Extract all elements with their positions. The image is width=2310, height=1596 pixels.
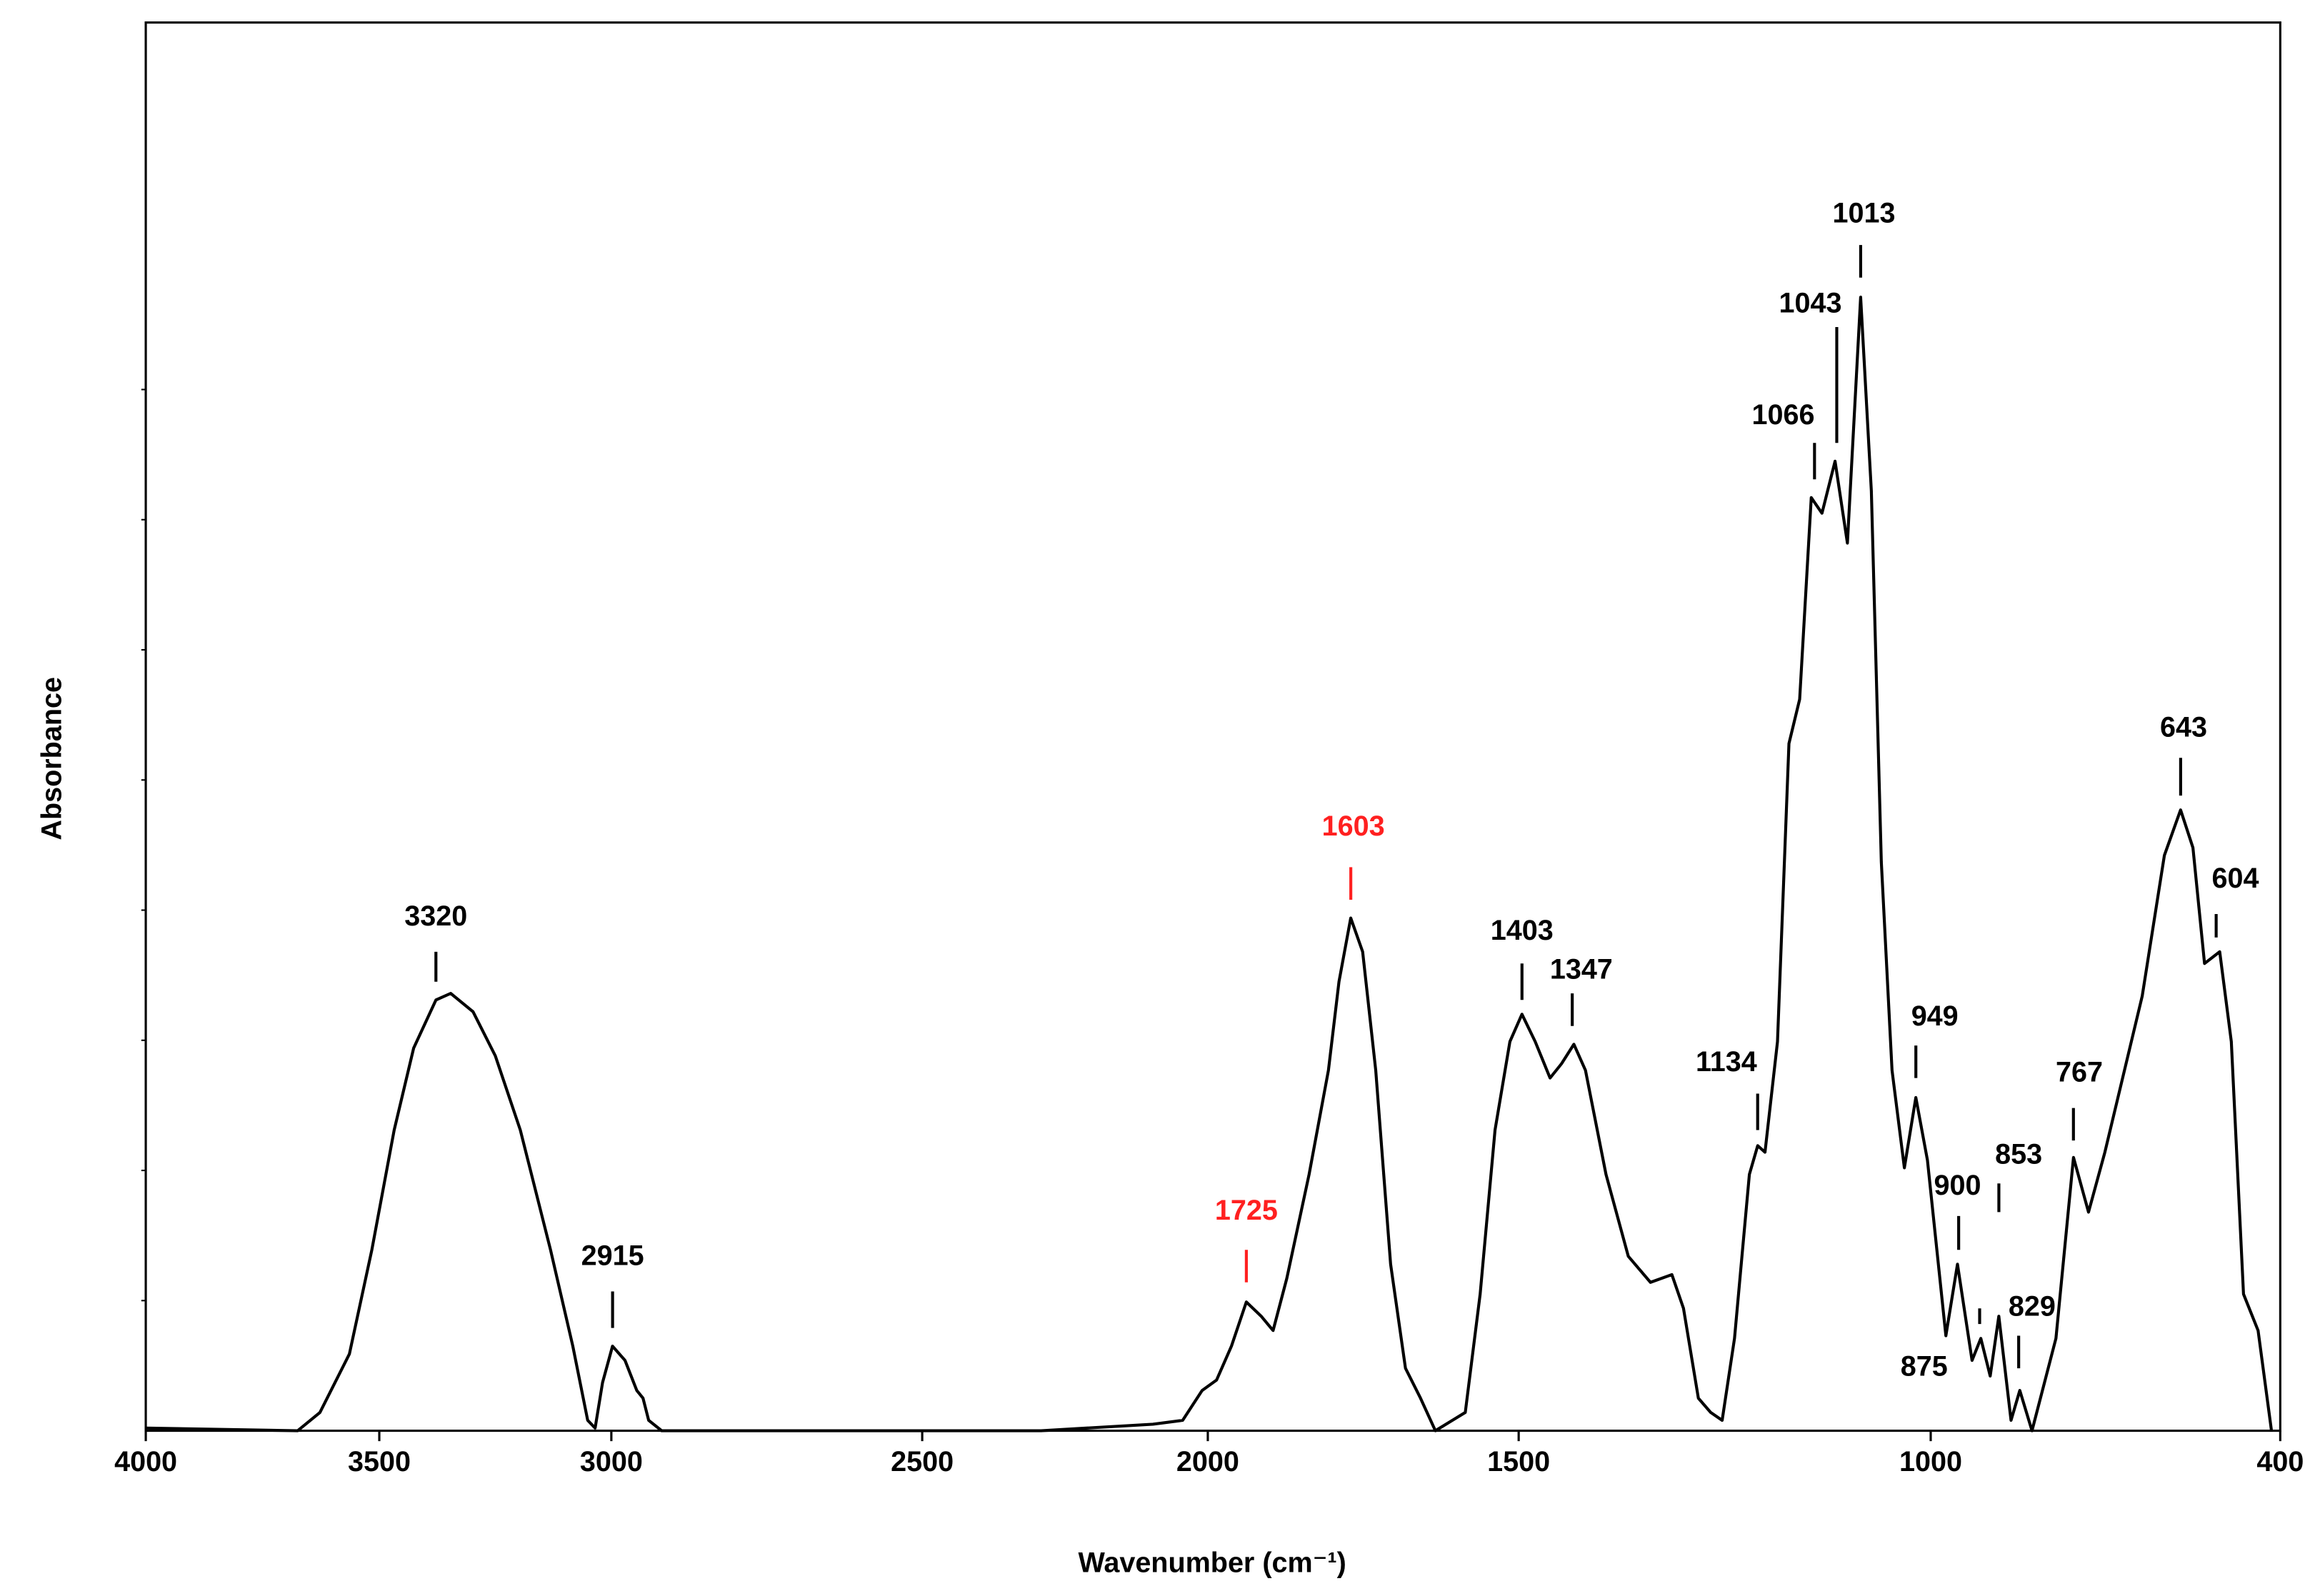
peak-label: 853 [1995, 1138, 2042, 1170]
plot-frame [144, 21, 2281, 1432]
peak-label: 949 [1911, 1000, 1959, 1032]
y-axis-label: Absorbance [36, 677, 67, 840]
peak-label: 643 [2160, 712, 2207, 743]
spectrum-line [146, 296, 2274, 1432]
peak-label: 900 [1934, 1170, 1981, 1201]
x-tick-label: 2000 [1176, 1446, 1239, 1477]
peak-label: 1066 [1751, 399, 1814, 431]
peak-label: 604 [2212, 863, 2259, 894]
peak-label: 1013 [1833, 198, 1896, 229]
x-axis-label: Wavenumber (cm⁻¹) [1078, 1547, 1346, 1578]
peak-label: 829 [2009, 1291, 2056, 1323]
peak-label: 875 [1901, 1351, 1948, 1382]
x-tick-label: 1500 [1487, 1446, 1550, 1477]
x-tick-label: 3500 [348, 1446, 411, 1477]
peak-label: 3320 [404, 900, 467, 932]
peak-label: 1603 [1322, 810, 1385, 842]
peak-label: 1403 [1491, 915, 1554, 946]
x-tick-label: 400 [2256, 1446, 2304, 1477]
x-tick-label: 3000 [580, 1446, 643, 1477]
peak-label: 2915 [581, 1240, 644, 1272]
x-tick-label: 2500 [891, 1446, 954, 1477]
peak-label: 1043 [1779, 287, 1842, 318]
x-tick-label: 4000 [114, 1446, 177, 1477]
peak-label: 1725 [1215, 1195, 1278, 1226]
peak-label: 1347 [1550, 954, 1613, 985]
x-tick-label: 1000 [1899, 1446, 1962, 1477]
peak-label: 1134 [1696, 1046, 1757, 1078]
peak-label: 767 [2056, 1057, 2103, 1088]
